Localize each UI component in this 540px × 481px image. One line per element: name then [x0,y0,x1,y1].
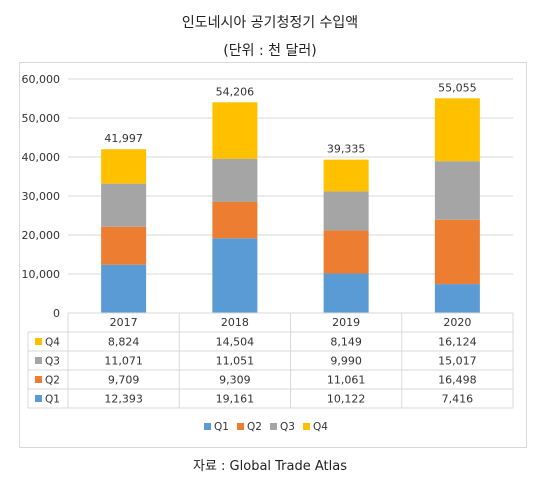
y-tick-label: 10,000 [22,268,61,281]
total-label: 55,055 [438,81,477,94]
chart-frame [19,62,527,448]
y-tick-label: 0 [53,307,60,320]
legend-label: Q2 [247,421,262,433]
table-cell: 9,990 [330,355,362,368]
legend-label: Q3 [280,421,295,433]
legend-swatch-q3 [270,423,277,430]
legend-label: Q1 [214,421,229,433]
table-cell: 16,498 [438,374,477,387]
table-row-label: Q1 [45,394,60,406]
table-cell: 7,416 [442,393,474,406]
table-cell: 10,122 [327,393,366,406]
bar-segment-q1 [101,264,147,313]
y-tick-label: 30,000 [22,190,61,203]
table-cell: 14,504 [216,336,255,349]
table-cell: 8,824 [108,336,140,349]
total-label: 39,335 [327,143,366,156]
table-cell: 12,393 [104,393,143,406]
x-category-label: 2020 [443,316,471,329]
legend-swatch-q4 [303,423,310,430]
bar-segment-q2 [434,219,480,285]
table-cell: 8,149 [330,336,362,349]
table-row-label: Q4 [45,337,60,349]
bar-segment-q4 [323,159,369,192]
legend-swatch-q2 [237,423,244,430]
bar-segment-q3 [434,161,480,220]
table-cell: 15,017 [438,355,477,368]
table-cell: 19,161 [216,393,255,406]
bar-segment-q3 [323,191,369,231]
y-tick-label: 20,000 [22,229,61,242]
y-tick-label: 40,000 [22,151,61,164]
bar-segment-q3 [101,183,147,227]
table-legend-swatch-q2 [35,376,42,383]
x-category-label: 2019 [332,316,360,329]
bar-segment-q1 [212,238,258,313]
table-cell: 9,309 [219,374,251,387]
bar-segment-q4 [101,149,147,184]
table-legend-swatch-q1 [35,395,42,402]
table-row-label: Q2 [45,375,60,387]
chart-title: 인도네시아 공기청정기 수입액 [181,15,359,31]
table-cell: 16,124 [438,336,477,349]
legend-swatch-q1 [204,423,211,430]
table-row-label: Q3 [45,356,60,368]
y-tick-label: 50,000 [22,112,61,125]
bar-segment-q1 [434,284,480,313]
bar-segment-q2 [101,226,147,265]
total-label: 54,206 [216,85,255,98]
table-cell: 11,051 [216,355,255,368]
y-tick-label: 60,000 [22,73,61,86]
bar-segment-q2 [212,201,258,239]
bar-segment-q3 [212,158,258,202]
table-cell: 11,071 [104,355,143,368]
table-legend-swatch-q4 [35,338,42,345]
chart-subtitle: (단위 : 천 달러) [223,43,317,59]
x-category-label: 2018 [221,316,249,329]
table-cell: 9,709 [108,374,140,387]
legend-label: Q4 [313,421,328,433]
bar-segment-q4 [212,102,258,159]
total-label: 41,997 [104,132,143,145]
table-cell: 11,061 [327,374,366,387]
bar-segment-q4 [434,98,480,162]
bar-segment-q2 [323,230,369,274]
source-note: 자료 : Global Trade Atlas [192,459,347,474]
x-category-label: 2017 [110,316,138,329]
table-legend-swatch-q3 [35,357,42,364]
bar-segment-q1 [323,273,369,313]
